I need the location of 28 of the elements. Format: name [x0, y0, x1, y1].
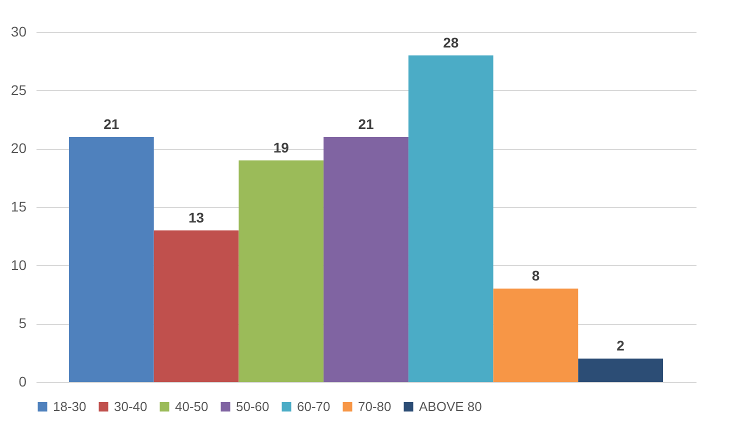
data-label: 13: [188, 209, 204, 226]
bar: [238, 160, 324, 382]
bar: [154, 230, 239, 382]
bar: [408, 55, 494, 382]
y-tick-label: 15: [10, 198, 27, 214]
data-label: 21: [358, 116, 374, 132]
y-tick-label: 25: [10, 82, 27, 98]
data-label: 19: [273, 139, 290, 156]
bar: [324, 137, 408, 382]
y-tick-label: 10: [10, 256, 27, 273]
legend-label: 40-50: [175, 398, 208, 414]
data-label: 21: [104, 116, 120, 132]
y-tick-label: 30: [10, 24, 27, 40]
legend-label: 70-80: [358, 398, 392, 414]
legend-label: ABOVE 80: [419, 398, 482, 414]
legend-label: 60-70: [297, 398, 330, 414]
data-label: 8: [532, 268, 540, 284]
y-tick-label: 20: [10, 140, 27, 156]
data-label: 28: [443, 34, 459, 50]
legend-label: 18-30: [53, 398, 86, 414]
legend-label: 30-40: [114, 398, 148, 414]
legend-label: 50-60: [236, 398, 270, 414]
bar: [493, 288, 578, 382]
y-tick-label: 5: [18, 315, 27, 332]
bar: [578, 358, 663, 382]
data-label: 2: [616, 338, 625, 354]
y-tick-label: 0: [18, 374, 27, 390]
bar: [69, 137, 154, 382]
